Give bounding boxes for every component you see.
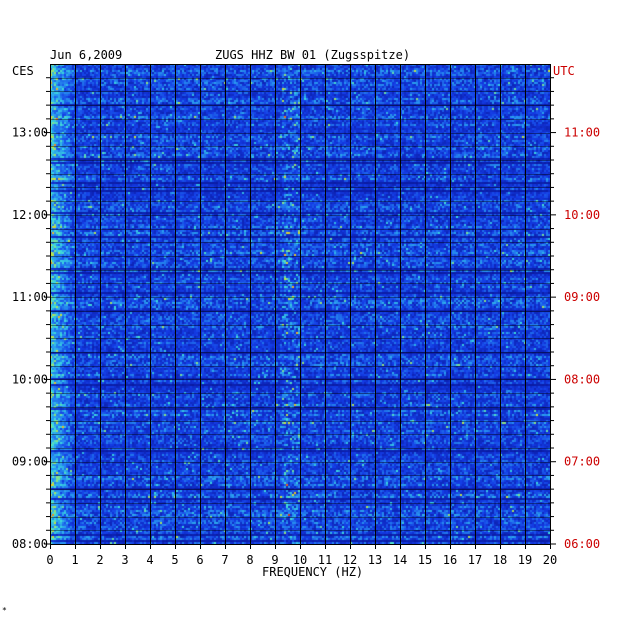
- footer-mark: *: [2, 606, 7, 615]
- left-tick-label: 09:00: [12, 455, 48, 469]
- left-tick-label: 08:00: [12, 537, 48, 551]
- x-tick-label: 18: [493, 553, 507, 567]
- right-tick-label: 08:00: [564, 372, 600, 386]
- x-tick-label: 3: [121, 553, 128, 567]
- left-time-axis: 13:00 12:00 11:00 10:00 09:00 08:00: [12, 77, 50, 551]
- x-tick-label: 19: [518, 553, 532, 567]
- x-axis-label: FREQUENCY (HZ): [262, 565, 363, 579]
- x-tick-label: 14: [393, 553, 407, 567]
- x-tick-label: 17: [468, 553, 482, 567]
- left-tick-label: 13:00: [12, 126, 48, 140]
- x-tick-label: 2: [96, 553, 103, 567]
- right-tick-label: 06:00: [564, 537, 600, 551]
- left-axis-label: CES: [12, 64, 34, 78]
- right-tick-label: 07:00: [564, 455, 600, 469]
- x-tick-label: 16: [443, 553, 457, 567]
- x-axis: 0 1 2 3 4 5 6 7 8 9 10 11 12 13 14 15 16 17 18 19 20: [46, 544, 557, 567]
- x-tick-label: 10: [293, 553, 307, 567]
- x-tick-label: 6: [196, 553, 203, 567]
- x-tick-label: 20: [543, 553, 557, 567]
- x-tick-label: 8: [246, 553, 253, 567]
- x-tick-label: 9: [271, 553, 278, 567]
- x-tick-label: 13: [368, 553, 382, 567]
- x-tick-label: 15: [418, 553, 432, 567]
- x-tick-label: 12: [343, 553, 357, 567]
- grid-lines: [50, 64, 551, 545]
- x-tick-label: 4: [146, 553, 153, 567]
- right-tick-label: 09:00: [564, 290, 600, 304]
- right-axis-label: UTC: [553, 64, 575, 78]
- right-time-axis: 11:00 10:00 09:00 08:00 07:00 06:00: [550, 77, 600, 551]
- x-tick-label: 11: [318, 553, 332, 567]
- x-tick-label: 5: [171, 553, 178, 567]
- right-tick-label: 10:00: [564, 208, 600, 222]
- left-tick-label: 11:00: [12, 290, 48, 304]
- chart-title: ZUGS HHZ BW 01 (Zugsspitze): [215, 48, 410, 62]
- left-tick-label: 12:00: [12, 208, 48, 222]
- right-tick-label: 11:00: [564, 126, 600, 140]
- x-tick-label: 1: [71, 553, 78, 567]
- left-tick-label: 10:00: [12, 372, 48, 386]
- x-tick-label: 7: [221, 553, 228, 567]
- x-tick-label: 0: [46, 553, 53, 567]
- chart-date: Jun 6,2009: [50, 48, 122, 62]
